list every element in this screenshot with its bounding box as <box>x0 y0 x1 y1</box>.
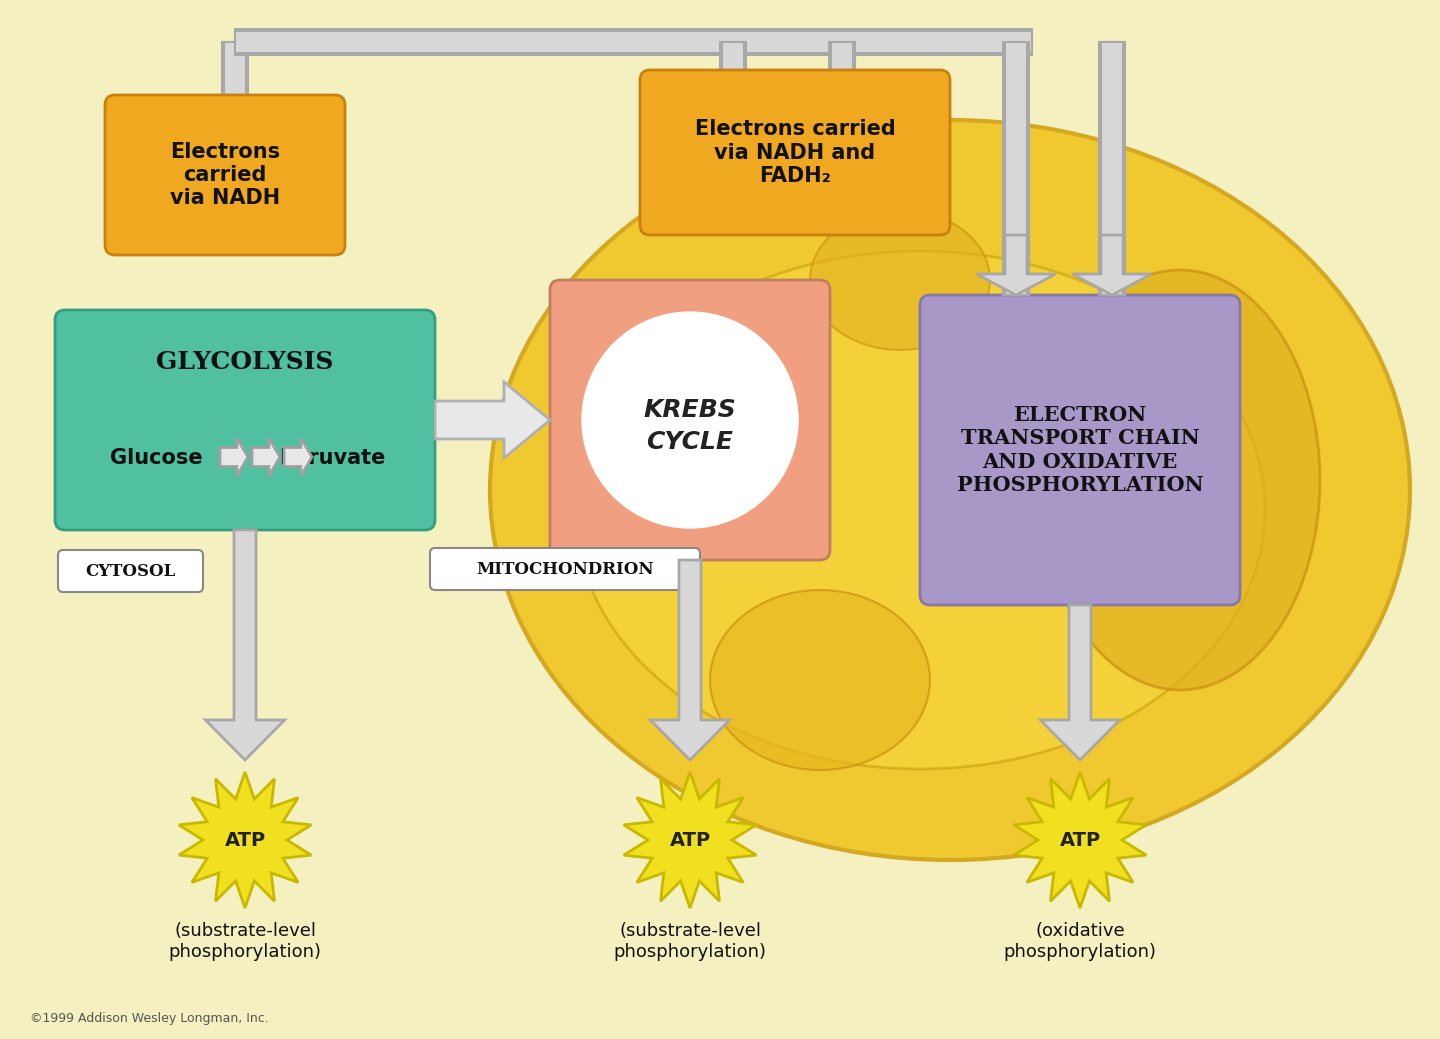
Ellipse shape <box>811 210 991 350</box>
Text: GLYCOLYSIS: GLYCOLYSIS <box>157 350 334 374</box>
Text: ATP: ATP <box>1060 830 1100 850</box>
Text: Pyruvate: Pyruvate <box>278 448 384 468</box>
Text: CYCLE: CYCLE <box>647 430 733 454</box>
Polygon shape <box>1073 235 1152 295</box>
Polygon shape <box>976 235 1056 295</box>
Ellipse shape <box>575 251 1264 769</box>
Polygon shape <box>179 772 311 908</box>
Text: (substrate-level
phosphorylation): (substrate-level phosphorylation) <box>613 922 766 961</box>
Text: KREBS: KREBS <box>644 398 736 422</box>
Polygon shape <box>1041 605 1120 760</box>
Polygon shape <box>206 530 285 760</box>
Polygon shape <box>831 42 852 70</box>
Polygon shape <box>235 31 1032 53</box>
Polygon shape <box>225 42 246 95</box>
Text: ELECTRON
TRANSPORT CHAIN
AND OXIDATIVE
PHOSPHORYLATION: ELECTRON TRANSPORT CHAIN AND OXIDATIVE P… <box>956 405 1204 495</box>
Polygon shape <box>651 560 730 760</box>
Ellipse shape <box>710 590 930 770</box>
Text: Glucose: Glucose <box>109 448 203 468</box>
FancyBboxPatch shape <box>920 295 1240 605</box>
FancyBboxPatch shape <box>105 95 346 255</box>
Polygon shape <box>435 382 550 458</box>
FancyBboxPatch shape <box>55 310 435 530</box>
Polygon shape <box>284 438 312 476</box>
Polygon shape <box>235 29 1032 55</box>
Polygon shape <box>220 438 248 476</box>
Text: ATP: ATP <box>670 830 710 850</box>
Text: ©1999 Addison Wesley Longman, Inc.: ©1999 Addison Wesley Longman, Inc. <box>30 1012 269 1025</box>
Polygon shape <box>1014 772 1146 908</box>
Polygon shape <box>222 42 248 95</box>
Text: MITOCHONDRION: MITOCHONDRION <box>477 560 654 578</box>
FancyBboxPatch shape <box>639 70 950 235</box>
Polygon shape <box>721 42 744 70</box>
Polygon shape <box>1005 42 1027 295</box>
Polygon shape <box>828 42 854 70</box>
FancyBboxPatch shape <box>431 548 700 590</box>
FancyBboxPatch shape <box>58 550 203 592</box>
Polygon shape <box>252 438 279 476</box>
Text: Electrons
carried
via NADH: Electrons carried via NADH <box>170 141 279 208</box>
Polygon shape <box>1102 42 1123 295</box>
Circle shape <box>582 312 798 528</box>
Polygon shape <box>1099 42 1125 295</box>
Polygon shape <box>1004 42 1030 295</box>
Ellipse shape <box>490 119 1410 860</box>
Text: (substrate-level
phosphorylation): (substrate-level phosphorylation) <box>168 922 321 961</box>
Text: ATP: ATP <box>225 830 265 850</box>
Text: CYTOSOL: CYTOSOL <box>85 562 176 580</box>
FancyBboxPatch shape <box>550 279 829 560</box>
Polygon shape <box>720 42 746 70</box>
Polygon shape <box>624 772 756 908</box>
Text: Electrons carried
via NADH and
FADH₂: Electrons carried via NADH and FADH₂ <box>694 119 896 186</box>
Ellipse shape <box>1040 270 1320 690</box>
Text: (oxidative
phosphorylation): (oxidative phosphorylation) <box>1004 922 1156 961</box>
